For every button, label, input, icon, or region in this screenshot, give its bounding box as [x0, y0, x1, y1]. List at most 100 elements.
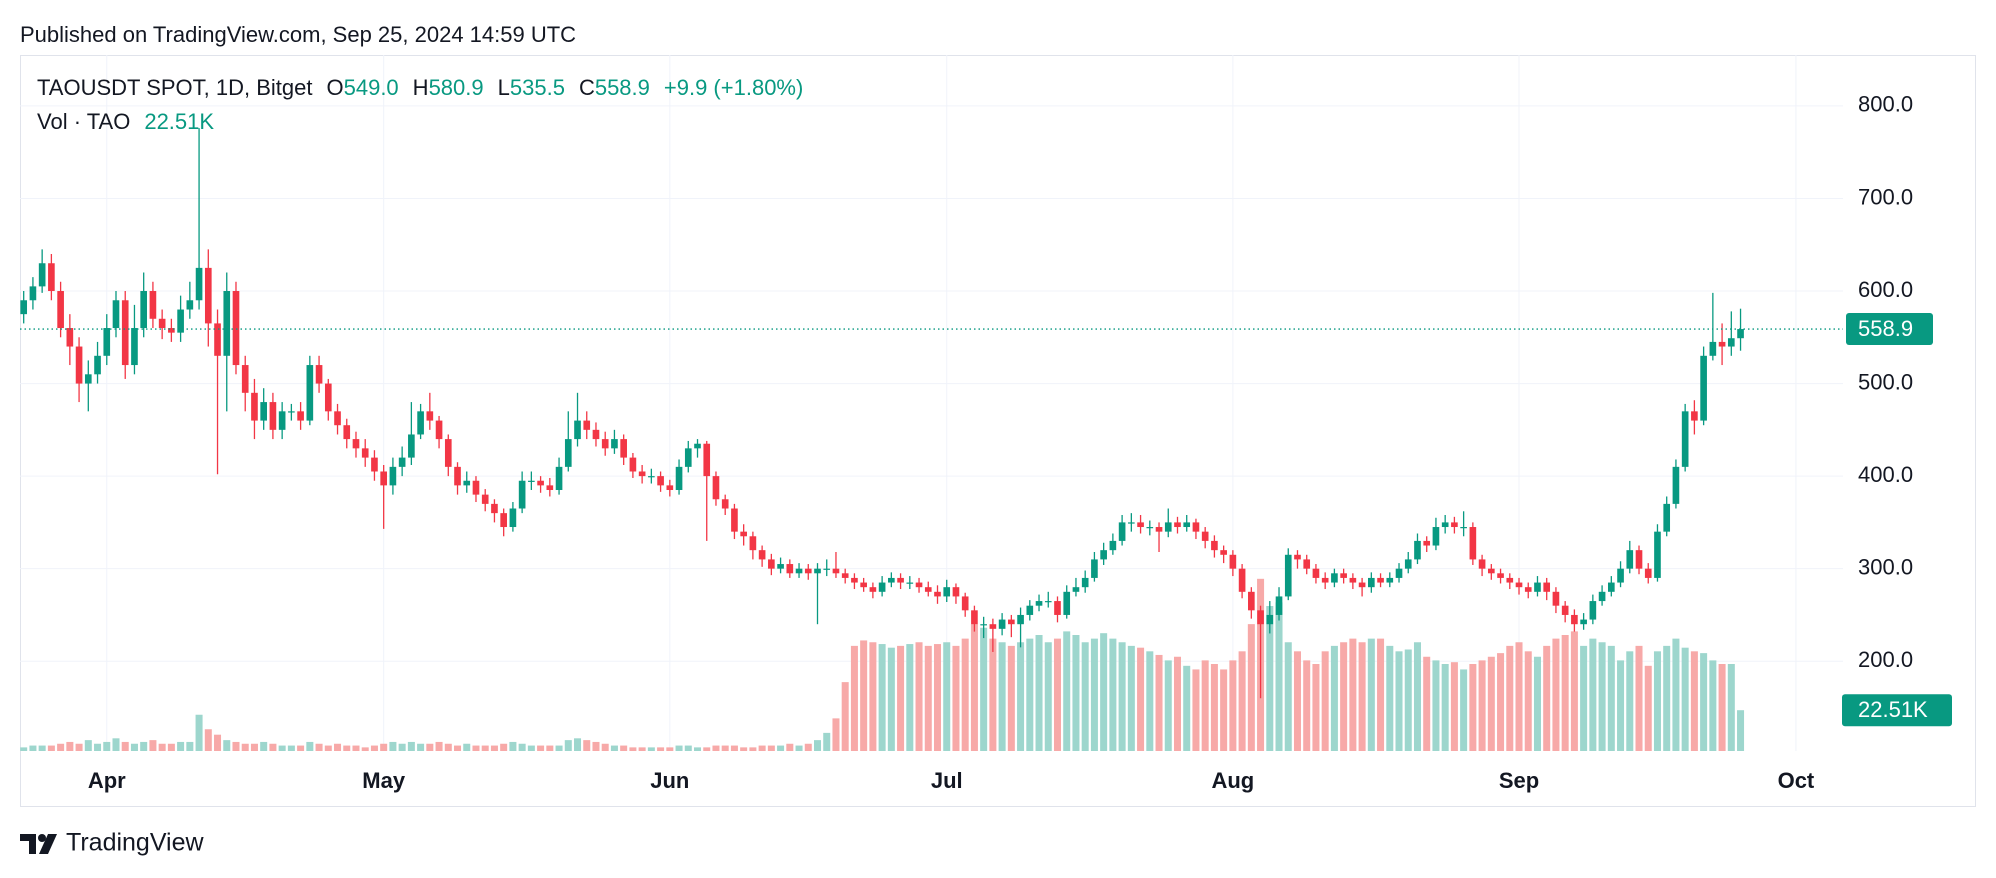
- candle-body: [1044, 601, 1052, 603]
- volume-bar: [823, 732, 831, 751]
- volume-bar: [435, 741, 443, 751]
- candle-body: [1727, 338, 1735, 347]
- volume-bar: [1053, 638, 1062, 751]
- volume-bar: [813, 740, 822, 751]
- volume-bar: [1487, 656, 1495, 751]
- candle-body: [1478, 559, 1486, 569]
- volume-bar: [315, 743, 323, 751]
- volume-bar: [1524, 651, 1532, 751]
- candle-body: [1377, 577, 1384, 583]
- volume-bar: [610, 745, 618, 751]
- candle-body: [814, 568, 821, 574]
- volume-bar: [1358, 642, 1366, 751]
- volume-bar: [241, 743, 249, 751]
- volume-bar: [1340, 642, 1348, 751]
- volume-bar: [869, 642, 877, 751]
- volume-bar: [1146, 651, 1154, 751]
- candle-body: [721, 499, 729, 509]
- published-note: Published on TradingView.com, Sep 25, 20…: [20, 22, 576, 47]
- candle-body: [1644, 568, 1652, 578]
- candle-body: [1146, 527, 1154, 529]
- volume-bar: [361, 747, 369, 751]
- candle-body: [1626, 550, 1634, 569]
- volume-bar: [1617, 660, 1625, 751]
- candle-body: [638, 471, 646, 477]
- candle-body: [1248, 591, 1255, 611]
- volume-bar: [1183, 665, 1191, 751]
- volume-bar: [1247, 624, 1255, 751]
- volume-bar: [1561, 635, 1569, 751]
- candle-body: [768, 559, 775, 569]
- volume-bar: [1681, 647, 1689, 751]
- volume-bar: [1303, 660, 1311, 751]
- candle-body: [380, 471, 387, 486]
- candle-body: [66, 328, 74, 347]
- volume-bar: [1395, 651, 1403, 751]
- volume-bar: [1118, 642, 1126, 751]
- volume-bar: [832, 718, 840, 751]
- legend-value: 549.0: [344, 75, 399, 100]
- candle-body: [620, 439, 627, 458]
- volume-bar: [887, 647, 895, 751]
- volume-bar: [47, 745, 55, 751]
- volume-bar: [1386, 645, 1394, 751]
- volume-bar: [721, 745, 729, 751]
- candle-body: [177, 309, 184, 333]
- candle-body: [1229, 554, 1237, 569]
- candle-body: [1008, 619, 1015, 625]
- y-tick-label: 200.0: [1858, 647, 1913, 672]
- volume-bar: [767, 745, 775, 751]
- volume-bar: [601, 743, 609, 751]
- legend-value: 580.9: [429, 75, 484, 100]
- candle-body: [204, 267, 212, 324]
- candle-body: [1543, 582, 1551, 592]
- volume-bar: [647, 747, 655, 751]
- brand-logo: [20, 834, 57, 854]
- volume-bar: [481, 745, 489, 751]
- volume-bar: [1017, 642, 1025, 751]
- candle-body: [1404, 559, 1412, 569]
- candle-body: [1257, 610, 1264, 625]
- volume-bar: [1063, 631, 1071, 751]
- candle-body: [555, 466, 563, 490]
- candle-body: [1635, 550, 1643, 569]
- candle-body: [675, 466, 683, 490]
- candle-body: [361, 448, 369, 458]
- candle-body: [1275, 596, 1283, 615]
- candle-body: [758, 550, 766, 560]
- candle-body: [1524, 587, 1532, 592]
- candle-body: [94, 355, 101, 375]
- volume-bar: [380, 743, 388, 751]
- volume-bar: [1090, 638, 1098, 751]
- x-tick-label: Apr: [88, 768, 126, 793]
- candle-body: [389, 466, 397, 486]
- candle-body: [20, 300, 28, 315]
- x-tick-label: May: [362, 768, 406, 793]
- candle-body: [1506, 577, 1514, 583]
- candle-body: [961, 596, 969, 611]
- volume-bar: [1570, 631, 1578, 751]
- x-tick-label: Jun: [650, 768, 689, 793]
- candle-body: [84, 374, 92, 384]
- candle-body: [57, 291, 64, 329]
- candle-body: [1451, 522, 1458, 528]
- volume-bar: [121, 741, 129, 751]
- volume-bar: [204, 729, 212, 751]
- volume-bar: [638, 747, 646, 751]
- candle-body: [1211, 540, 1218, 551]
- volume-bar: [574, 738, 582, 751]
- candle-body: [1072, 587, 1080, 592]
- volume-bar: [509, 741, 517, 751]
- volume-bar: [749, 747, 757, 751]
- x-tick-label: Aug: [1211, 768, 1254, 793]
- candle-body: [1617, 568, 1624, 583]
- volume-bar: [186, 741, 194, 751]
- volume-bar: [1284, 642, 1292, 751]
- volume-bar: [1220, 669, 1228, 751]
- y-tick-label: 500.0: [1858, 369, 1913, 394]
- volume-bar: [112, 738, 120, 751]
- volume-bar: [1404, 649, 1412, 751]
- logo-shape: [20, 834, 36, 854]
- volume-bar: [933, 644, 942, 751]
